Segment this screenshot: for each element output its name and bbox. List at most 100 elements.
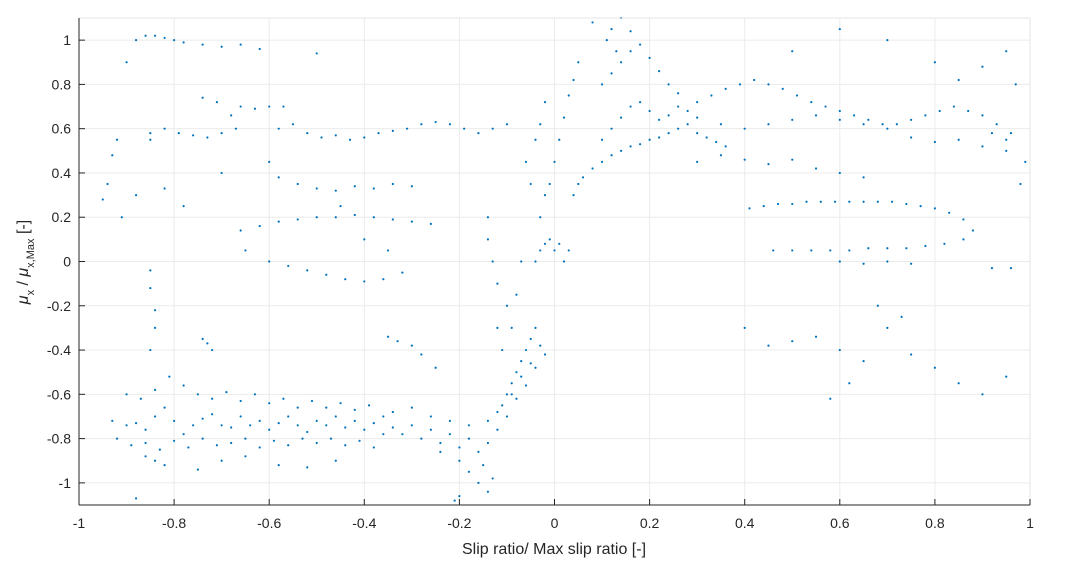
data-point: [677, 127, 680, 130]
data-point: [396, 340, 399, 343]
data-point: [334, 216, 337, 219]
data-point: [952, 105, 956, 108]
data-point: [296, 218, 299, 221]
x-tick-label: 0: [551, 515, 559, 531]
data-point: [957, 382, 960, 385]
data-point: [962, 238, 965, 241]
data-point: [529, 362, 532, 365]
data-point: [924, 244, 927, 248]
data-point: [144, 428, 147, 431]
data-point: [220, 424, 223, 427]
data-point: [249, 424, 252, 427]
y-tick-label: -0.4: [47, 342, 71, 358]
data-point: [1009, 267, 1013, 270]
data-point: [610, 27, 613, 31]
data-point: [838, 348, 841, 352]
data-point: [477, 481, 480, 484]
data-point: [572, 193, 575, 197]
data-point: [258, 47, 261, 51]
data-point: [334, 459, 337, 462]
data-point: [458, 459, 461, 462]
data-point: [467, 470, 471, 473]
data-point: [163, 187, 166, 190]
data-point: [1014, 83, 1017, 86]
data-point: [767, 83, 770, 86]
data-point: [372, 421, 375, 425]
data-point: [548, 238, 551, 241]
data-point: [339, 205, 342, 208]
data-point: [453, 499, 456, 502]
data-point: [696, 116, 699, 119]
data-point: [134, 39, 138, 42]
data-point: [1024, 160, 1027, 163]
data-point: [268, 428, 271, 431]
data-point: [990, 267, 994, 270]
data-point: [239, 105, 242, 108]
data-point: [862, 200, 865, 203]
data-point: [315, 52, 318, 55]
data-point: [344, 444, 347, 447]
x-tick-label: 0.6: [830, 515, 850, 531]
data-point: [239, 43, 242, 46]
y-tick-label: -1: [59, 475, 72, 491]
data-point: [762, 205, 765, 208]
data-point: [848, 249, 851, 252]
data-point: [344, 426, 347, 429]
data-point: [486, 441, 490, 445]
data-point: [153, 34, 157, 37]
data-point: [253, 393, 257, 396]
data-point: [429, 428, 432, 431]
data-point: [306, 132, 309, 135]
data-point: [810, 249, 813, 252]
data-point: [277, 220, 280, 223]
data-point: [610, 72, 613, 75]
data-point: [239, 399, 242, 403]
data-point: [629, 50, 632, 53]
data-point: [287, 264, 290, 268]
data-point: [101, 198, 104, 201]
data-point: [605, 39, 608, 42]
data-point: [306, 430, 309, 434]
data-point: [638, 143, 642, 146]
y-tick-label: -0.2: [47, 298, 71, 314]
data-point: [981, 65, 984, 68]
data-point: [1005, 149, 1008, 152]
data-point: [463, 127, 466, 130]
x-tick-label: -0.8: [162, 515, 186, 531]
data-point: [781, 87, 784, 90]
data-point: [106, 182, 109, 186]
grid-lines: [78, 18, 1031, 505]
data-point: [553, 160, 556, 163]
data-point: [524, 160, 528, 163]
data-point: [638, 101, 642, 104]
data-point: [258, 224, 261, 228]
data-point: [562, 260, 566, 263]
data-point: [543, 353, 547, 356]
data-point: [173, 419, 176, 422]
data-point: [192, 424, 195, 427]
data-point: [363, 280, 366, 283]
data-point: [220, 132, 223, 135]
data-point: [539, 249, 542, 252]
data-point: [805, 200, 808, 203]
data-point: [153, 326, 157, 330]
data-point: [558, 242, 561, 245]
data-point: [876, 304, 879, 307]
data-point: [505, 123, 509, 126]
data-point: [477, 132, 480, 135]
data-point: [529, 337, 532, 341]
data-point: [220, 45, 223, 48]
data-point: [520, 375, 523, 378]
data-point: [467, 437, 471, 440]
data-point: [206, 342, 209, 345]
data-point: [334, 189, 337, 192]
data-point: [130, 444, 133, 447]
data-point: [372, 216, 375, 219]
data-point: [743, 158, 746, 161]
data-point: [353, 408, 356, 411]
data-point: [562, 116, 566, 119]
data-point: [258, 419, 261, 422]
data-point: [558, 138, 561, 141]
x-tick-label: -0.4: [352, 515, 376, 531]
data-point: [943, 242, 946, 245]
